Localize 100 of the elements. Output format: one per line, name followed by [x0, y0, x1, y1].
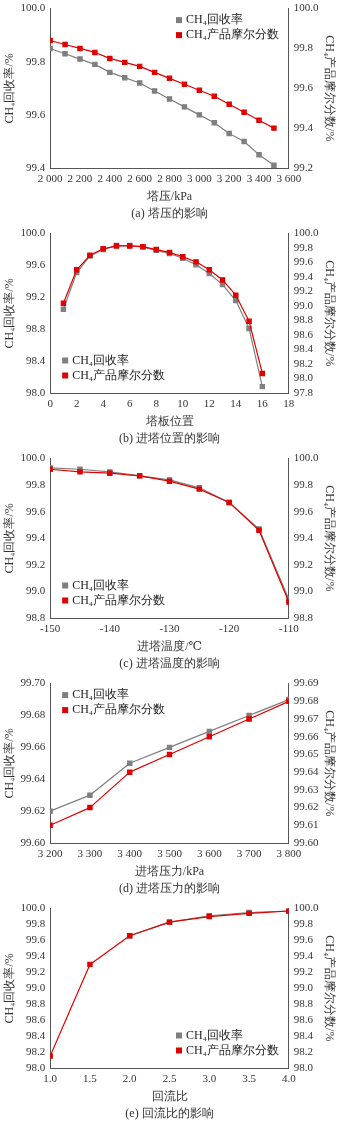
y-tick-label: 98.4 [25, 1029, 46, 1042]
y2-axis-title: CH₄产品摩尔分数/% [322, 260, 337, 367]
y-tick-label: 100.0 [20, 451, 46, 464]
y2-tick-label: 98.2 [293, 1044, 314, 1057]
x-axis-title: 塔压/kPa [145, 188, 193, 203]
y2-tick-label: 97.8 [293, 385, 314, 398]
y-axis-title: CH₄回收率/% [2, 53, 17, 124]
x-axis-title: 进塔温度/℃ [137, 638, 202, 653]
x-tick-label: 2 200 [67, 172, 93, 185]
x-tick-label: 2 [73, 397, 80, 410]
x-tick-label: 2 400 [97, 172, 123, 185]
y2-tick-label: 98.2 [293, 356, 314, 369]
legend-label: CH₄回收率 [72, 577, 130, 592]
text: (d) 进塔压力的影响 [119, 880, 220, 895]
y2-tick-label: 99.60 [293, 835, 320, 848]
y-tick-label: 99.0 [25, 584, 46, 597]
y-axis-title: CH₄回收率/% [2, 953, 17, 1024]
x-tick-label: 3.5 [242, 1072, 257, 1085]
y2-tick-label: 99.8 [293, 41, 314, 54]
y2-tick-label: 100.0 [293, 1, 320, 14]
x-tick-label: 10 [177, 397, 189, 410]
x-tick-label: 2 600 [127, 172, 153, 185]
y-tick-label: 98.8 [25, 610, 46, 623]
legend-label: CH₄产品摩尔分数 [186, 1042, 279, 1057]
x-tick-label: 8 [153, 397, 160, 410]
y-tick-label: 99.2 [25, 965, 46, 978]
y-tick-label: 99.6 [25, 933, 46, 946]
x-tick-label: 12 [203, 397, 215, 410]
x-tick-label: 3.0 [202, 1072, 217, 1085]
legend-label: CH₄产品摩尔分数 [72, 702, 166, 717]
y-tick-label: 98.6 [25, 1013, 46, 1026]
x-tick-label: 2.5 [162, 1072, 177, 1085]
x-tick-label: 3 200 [37, 847, 64, 860]
x-tick-label: 6 [126, 397, 133, 410]
y-tick-label: 100.0 [20, 226, 46, 239]
y2-tick-label: 99.61 [293, 818, 319, 831]
y2-tick-label: 99.6 [293, 81, 314, 94]
x-tick-label: 3 400 [246, 172, 272, 185]
y2-tick-label: 99.6 [293, 933, 314, 946]
legend-label: CH₄回收率 [186, 1027, 243, 1042]
text: (a) 塔压的影响 [131, 205, 208, 220]
y-tick-label: 99.8 [25, 54, 46, 67]
x-tick-label: 3 800 [276, 847, 302, 860]
y2-tick-label: 98.6 [293, 1013, 314, 1026]
x-tick-label: 4.0 [281, 1072, 297, 1085]
x-tick-label: 3 300 [77, 847, 103, 860]
y2-axis-title: CH₄产品摩尔分数/% [322, 35, 337, 142]
y2-tick-label: 98.0 [293, 1060, 314, 1073]
y2-tick-label: 100.0 [293, 901, 320, 914]
x-tick-label: 1.0 [43, 1072, 58, 1085]
y2-tick-label: 99.2 [293, 160, 314, 173]
y-tick-label: 99.70 [20, 676, 46, 689]
y2-tick-label: 99.69 [293, 676, 320, 689]
x-tick-label: -150 [40, 622, 61, 635]
legend-label: CH₄产品摩尔分数 [186, 27, 279, 42]
y2-tick-label: 99.0 [293, 584, 314, 597]
x-tick-label: 3 700 [236, 847, 262, 860]
y2-tick-label: 99.6 [293, 504, 314, 517]
y2-axis-title: CH₄产品摩尔分数/% [322, 485, 337, 592]
y-tick-label: 99.6 [25, 258, 46, 271]
x-tick-label: 4 [100, 397, 107, 410]
y2-tick-label: 99.6 [293, 255, 314, 268]
x-axis-title: 塔板位置 [144, 413, 194, 428]
y2-axis-title: CH₄产品摩尔分数/% [322, 935, 337, 1042]
x-tick-label: -110 [278, 622, 300, 635]
y-tick-label: 99.4 [25, 160, 46, 173]
legend-label: CH₄回收率 [72, 687, 130, 702]
x-tick-label: 3 500 [157, 847, 183, 860]
y2-tick-label: 100.0 [293, 226, 320, 239]
y2-tick-label: 99.4 [293, 121, 314, 134]
x-axis-title: 进塔压力/kPa [134, 863, 205, 878]
y-axis-title: CH₄回收率/% [2, 503, 17, 574]
y2-tick-label: 99.4 [293, 531, 314, 544]
y2-tick-label: 99.0 [293, 298, 314, 311]
y2-tick-label: 98.6 [293, 327, 314, 340]
y-tick-label: 100.0 [20, 901, 46, 914]
y2-tick-label: 99.67 [293, 711, 320, 724]
x-tick-label: 1.5 [83, 1072, 98, 1085]
y-tick-label: 99.68 [20, 708, 46, 721]
y-tick-label: 98.0 [25, 385, 46, 398]
x-tick-label: 0 [47, 397, 54, 410]
y2-tick-label: 100.0 [293, 451, 320, 464]
y-tick-label: 99.62 [20, 804, 46, 817]
x-tick-label: -120 [219, 622, 240, 635]
y2-tick-label: 99.68 [293, 694, 320, 707]
y-tick-label: 99.4 [25, 531, 46, 544]
y2-tick-label: 99.4 [293, 949, 314, 962]
legend-label: CH₄产品摩尔分数 [72, 367, 166, 382]
y2-axis-title: CH₄产品摩尔分数/% [322, 710, 337, 817]
y2-tick-label: 99.4 [293, 269, 314, 282]
y-tick-label: 99.2 [25, 557, 46, 570]
y2-tick-label: 99.66 [293, 729, 320, 742]
y2-tick-label: 99.62 [293, 800, 319, 813]
x-tick-label: 3 400 [117, 847, 143, 860]
y-axis-title: CH₄回收率/% [2, 728, 17, 799]
y2-tick-label: 98.8 [293, 997, 314, 1010]
y2-tick-label: 99.2 [293, 557, 314, 570]
text: (e) 回流比的影响 [125, 1105, 214, 1120]
y2-tick-label: 98.4 [293, 342, 314, 355]
y-tick-label: 99.8 [25, 917, 46, 930]
